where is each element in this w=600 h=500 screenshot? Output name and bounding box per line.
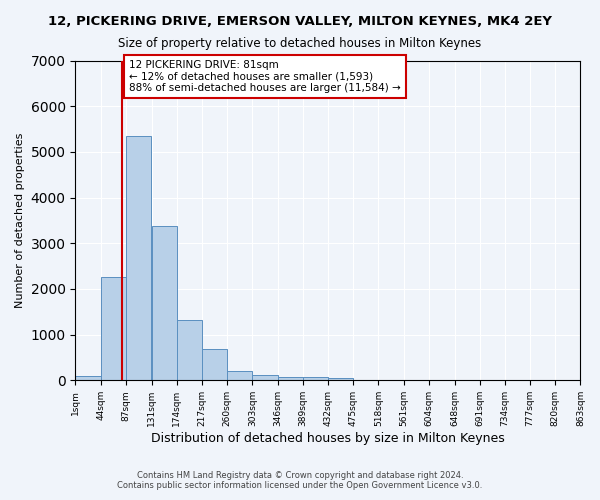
Bar — [202, 350, 227, 380]
Text: 12 PICKERING DRIVE: 81sqm
← 12% of detached houses are smaller (1,593)
88% of se: 12 PICKERING DRIVE: 81sqm ← 12% of detac… — [130, 60, 401, 93]
Bar — [328, 378, 353, 380]
Y-axis label: Number of detached properties: Number of detached properties — [15, 132, 25, 308]
Bar — [227, 371, 253, 380]
Text: Size of property relative to detached houses in Milton Keynes: Size of property relative to detached ho… — [118, 38, 482, 51]
Bar — [253, 375, 278, 380]
Bar — [126, 136, 151, 380]
Bar — [101, 276, 126, 380]
Bar — [303, 377, 328, 380]
Bar — [76, 376, 101, 380]
Text: 12, PICKERING DRIVE, EMERSON VALLEY, MILTON KEYNES, MK4 2EY: 12, PICKERING DRIVE, EMERSON VALLEY, MIL… — [48, 15, 552, 28]
Text: Contains HM Land Registry data © Crown copyright and database right 2024.
Contai: Contains HM Land Registry data © Crown c… — [118, 470, 482, 490]
X-axis label: Distribution of detached houses by size in Milton Keynes: Distribution of detached houses by size … — [151, 432, 505, 445]
Bar — [152, 226, 177, 380]
Bar — [278, 376, 303, 380]
Bar — [177, 320, 202, 380]
